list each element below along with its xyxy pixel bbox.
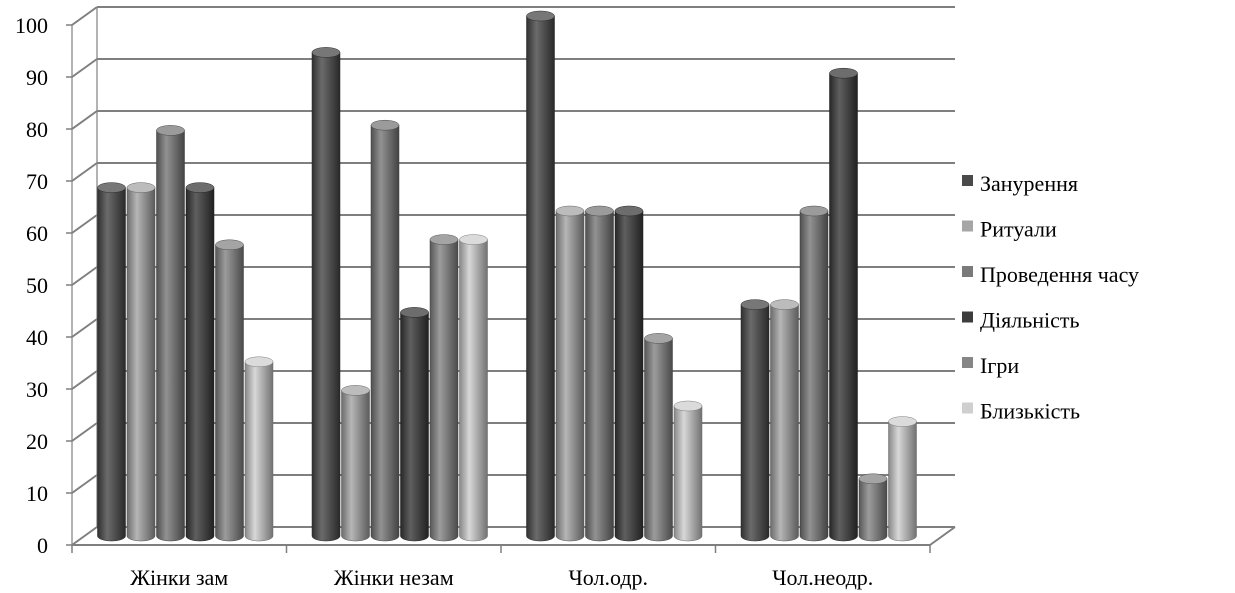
bar [400, 307, 429, 542]
x-axis-category-labels: Жінки зам Жінки незам Чол.одр. Чол.неодр. [130, 565, 873, 590]
y-tick-label: 70 [26, 169, 48, 194]
bar [770, 299, 799, 542]
y-tick-label: 100 [15, 13, 48, 38]
bar [126, 182, 156, 542]
grid-diagonal [71, 318, 98, 338]
grid-diagonal [71, 6, 98, 26]
bar [555, 205, 585, 542]
bar [585, 205, 614, 542]
legend-swatch [962, 266, 973, 277]
legend-item: Ритуали [962, 217, 1057, 242]
legend-label: Ритуали [980, 217, 1057, 242]
legend: Занурення Ритуали Проведення часу Діяльніст… [962, 171, 1139, 424]
grid-diagonal [71, 162, 98, 182]
grid-diagonal [71, 370, 98, 390]
bar [156, 125, 185, 542]
y-tick-label: 90 [26, 65, 48, 90]
legend-label: Ігри [980, 353, 1019, 378]
y-tick-label: 0 [37, 533, 48, 558]
y-axis-tick-labels: 0 10 20 30 40 50 60 70 80 90 100 [15, 13, 48, 558]
legend-swatch [962, 220, 973, 232]
y-tick-label: 20 [26, 429, 48, 454]
bar [97, 182, 126, 542]
grid-diagonal [71, 526, 98, 546]
legend-swatch [962, 402, 973, 414]
legend-item: Близькість [962, 399, 1080, 424]
legend-item: Занурення [962, 171, 1078, 196]
bar [459, 234, 488, 542]
bar [244, 356, 274, 542]
legend-swatch [962, 311, 973, 323]
x-axis [71, 526, 956, 553]
bar [614, 205, 644, 542]
y-tick-label: 50 [26, 273, 48, 298]
bar [829, 67, 858, 542]
y-tick-label: 80 [26, 117, 48, 142]
grid-diagonal [71, 110, 98, 130]
y-tick-label: 30 [26, 377, 48, 402]
bar [311, 47, 341, 542]
legend-swatch [962, 175, 973, 186]
grid-diagonal [71, 214, 98, 234]
legend-label: Занурення [980, 171, 1078, 196]
bar [888, 416, 917, 542]
legend-label: Проведення часу [980, 262, 1139, 287]
bar [341, 385, 370, 542]
bar [526, 10, 555, 542]
bar [370, 119, 400, 542]
x-category-label: Чол.неодр. [772, 565, 873, 590]
bar [185, 182, 215, 542]
legend-swatch [962, 357, 973, 368]
bars [97, 10, 917, 542]
bar [673, 400, 703, 542]
legend-label: Діяльність [980, 308, 1080, 333]
grid-diagonal [71, 266, 98, 286]
x-category-label: Жінки незам [334, 565, 454, 590]
legend-item: Проведення часу [962, 262, 1139, 287]
y-tick-label: 60 [26, 221, 48, 246]
bar [799, 205, 829, 542]
y-tick-label: 40 [26, 325, 48, 350]
grid-diagonal [71, 58, 98, 78]
y-tick-label: 10 [26, 481, 48, 506]
legend-label: Близькість [980, 399, 1080, 424]
legend-item: Ігри [962, 353, 1019, 378]
legend-item: Діяльність [962, 308, 1080, 333]
x-category-label: Чол.одр. [568, 565, 648, 590]
bar [215, 239, 244, 542]
bar [858, 473, 888, 542]
bar [644, 333, 673, 542]
x-category-label: Жінки зам [130, 565, 228, 590]
bar [740, 299, 770, 542]
bar [429, 234, 459, 542]
grid-diagonal [71, 474, 98, 494]
grid-diagonal [71, 422, 98, 442]
